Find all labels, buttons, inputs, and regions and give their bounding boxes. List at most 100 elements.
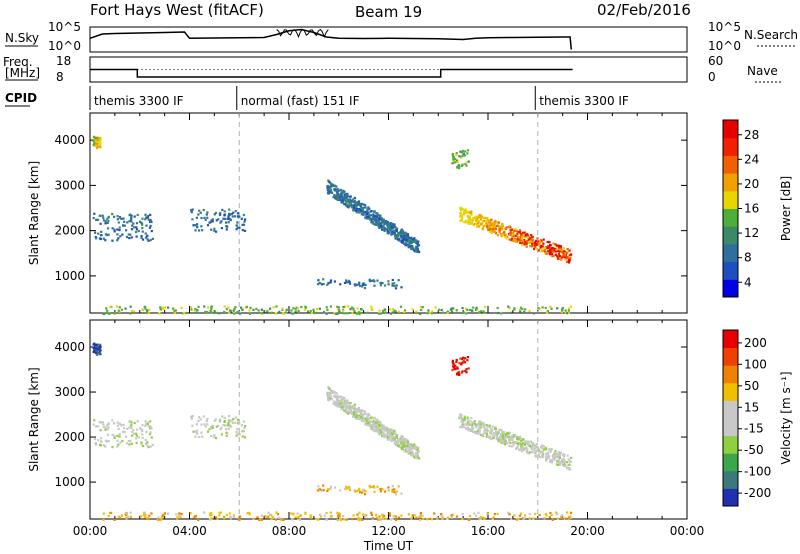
velocity-echo-pixel [349,401,353,405]
velocity-echo-pixel [333,391,336,394]
velocity-echo-pixel [518,514,522,517]
velocity-echo-pixel [335,392,338,395]
power-echo-pixel [229,309,232,312]
velocity-echo-pixel [363,493,367,496]
power-echo-pixel [473,222,476,225]
power-echo-pixel [317,279,320,282]
velocity-echo-pixel [546,453,550,456]
velocity-echo-pixel [383,514,386,517]
power-echo-pixel [216,311,219,314]
power-echo-pixel [411,246,414,249]
velocity-echo-pixel [238,422,241,425]
power-echo-pixel [194,224,197,227]
velocity-echo-pixel [102,425,105,428]
power-echo-pixel [413,237,416,240]
power-echo-pixel [451,152,454,156]
velocity-echo-pixel [388,437,391,440]
power-echo-pixel [354,206,357,209]
velocity-echo-pixel [471,421,474,424]
power-echo-pixel [111,212,114,216]
power-echo-pixel [395,228,398,231]
power-echo-pixel [209,310,212,313]
power-echo-pixel [405,240,408,243]
velocity-xlabel: Time UT [363,539,414,553]
power-echo-pixel [467,160,470,163]
velocity-echo-pixel [414,445,417,448]
power-echo-pixel [353,204,356,207]
velocity-echo-pixel [430,518,434,521]
power-echo-pixel [359,311,362,314]
velocity-echo-pixel [125,517,128,520]
velocity-echo-pixel [158,518,161,521]
velocity-echo-pixel [227,421,230,424]
velocity-echo-pixel [294,516,297,519]
velocity-echo-pixel [123,430,126,434]
power-echo-pixel [341,201,344,204]
power-echo-pixel [147,312,150,315]
power-echo-pixel [371,308,374,311]
velocity-echo-pixel [329,392,332,395]
velocity-echo-pixel [278,516,281,519]
velocity-echo-pixel [190,415,193,418]
velocity-ytick-label: 2000 [54,430,85,444]
velocity-echo-pixel [218,511,221,514]
velocity-echo-pixel [351,411,354,414]
power-echo-pixel [408,236,411,239]
velocity-echo-pixel [503,434,507,437]
velocity-echo-pixel [363,489,366,492]
sky-tick-top: 10^5 [48,20,81,34]
power-echo-pixel [111,227,114,230]
velocity-echo-pixel [130,426,133,429]
power-echo-pixel [379,281,382,285]
power-echo-pixel [337,189,340,192]
power-echo-pixel [497,311,500,315]
power-echo-pixel [140,236,143,240]
velocity-echo-pixel [498,435,501,438]
velocity-echo-pixel [526,443,529,446]
velocity-echo-pixel [532,448,535,451]
velocity-echo-pixel [357,416,361,419]
power-echo-pixel [340,198,343,201]
power-echo-pixel [378,218,381,221]
velocity-echo-pixel [465,371,468,374]
power-echo-pixel [379,226,382,229]
power-echo-pixel [387,222,390,226]
power-echo-pixel [382,309,385,313]
velocity-echo-pixel [144,442,148,446]
velocity-echo-pixel [466,359,469,362]
power-echo-pixel [329,186,332,189]
power-echo-pixel [118,306,121,309]
velocity-echo-pixel [358,417,361,420]
velocity-echo-pixel [241,430,244,433]
velocity-echo-pixel [143,516,146,519]
power-echo-pixel [512,239,515,242]
power-ytick-label: 2000 [54,224,85,238]
velocity-echo-pixel [201,435,204,438]
power-echo-pixel [340,199,343,202]
velocity-echo-pixel [230,419,233,422]
velocity-echo-pixel [458,362,461,365]
velocity-echo-pixel [326,395,329,398]
velocity-echo-pixel [348,402,351,405]
velocity-echo-pixel [409,446,412,449]
velocity-echo-pixel [205,420,208,423]
power-echo-pixel [99,136,102,140]
power-echo-pixel [147,218,150,221]
velocity-echo-pixel [460,371,463,374]
power-echo-pixel [195,311,199,314]
power-echo-pixel [206,216,209,219]
velocity-echo-pixel [322,489,325,492]
power-echo-pixel [375,222,378,225]
power-echo-pixel [459,219,462,222]
power-echo-pixel [312,308,315,311]
velocity-echo-pixel [488,426,492,429]
power-echo-pixel [329,305,332,308]
velocity-echo-pixel [404,443,407,446]
velocity-echo-pixel [568,460,571,463]
velocity-echo-pixel [478,420,481,423]
velocity-echo-pixel [276,513,280,516]
power-echo-pixel [361,283,364,286]
power-echo-pixel [361,208,364,211]
velocity-echo-pixel [148,433,152,436]
power-echo-pixel [334,194,337,197]
